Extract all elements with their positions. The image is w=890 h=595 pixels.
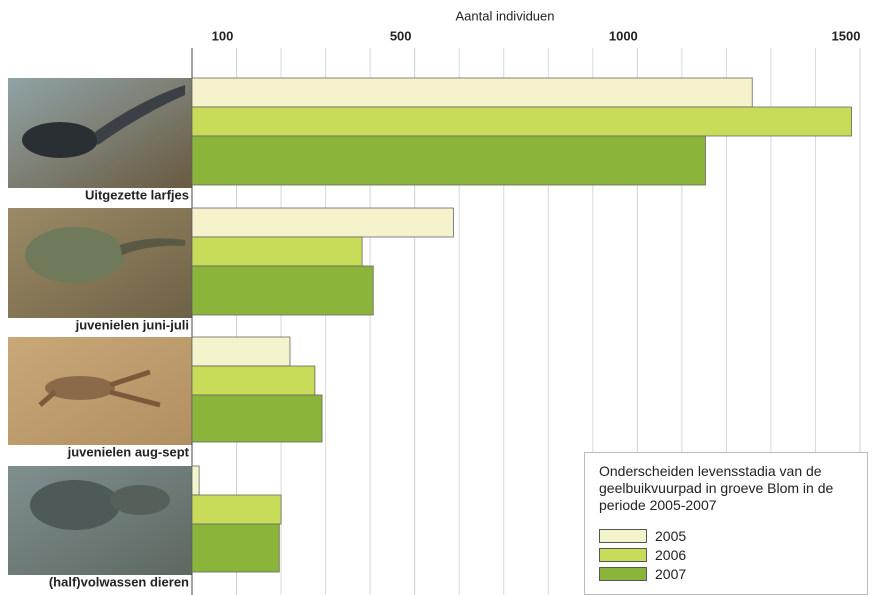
legend-swatch — [599, 566, 647, 581]
bar — [191, 365, 316, 396]
bar — [191, 207, 454, 238]
bar — [191, 236, 363, 267]
photos — [8, 78, 192, 575]
legend-item: 2007 — [599, 564, 853, 583]
tadpole — [22, 122, 98, 158]
legend-item: 2006 — [599, 545, 853, 564]
x-tick-label: 500 — [390, 28, 412, 43]
x-tick-label: 1500 — [832, 28, 861, 43]
legend-swatch — [599, 547, 647, 562]
bar — [191, 465, 200, 496]
tadpole-tail — [95, 85, 185, 145]
category-label: juvenielen juni-juli — [75, 317, 189, 332]
category-label: (half)volwassen dieren — [49, 574, 189, 589]
legend-title: Onderscheiden levensstadia van de geelbu… — [599, 463, 834, 513]
x-tick-label: 100 — [212, 28, 234, 43]
legend: Onderscheiden levensstadia van de geelbu… — [584, 452, 868, 595]
bar — [191, 77, 753, 108]
frog — [45, 376, 115, 400]
legend-swatch — [599, 528, 647, 543]
toad-tail — [120, 238, 185, 255]
bar — [191, 265, 374, 316]
adult-toad — [30, 480, 120, 530]
axis-title: Aantal individuen — [455, 8, 554, 23]
toad — [25, 227, 125, 283]
legend-item: 2005 — [599, 526, 853, 545]
category-label: juvenielen aug-sept — [67, 444, 190, 459]
bar — [191, 336, 291, 367]
frog-legs — [38, 369, 161, 408]
legend-label: 2007 — [655, 565, 687, 582]
category-label: Uitgezette larfjes — [85, 187, 189, 202]
legend-label: 2006 — [655, 546, 687, 563]
adult-toad — [110, 485, 170, 515]
bar — [191, 523, 280, 573]
bar — [191, 106, 852, 137]
bar — [191, 394, 323, 443]
x-tick-label: 1000 — [609, 28, 638, 43]
legend-label: 2005 — [655, 527, 687, 544]
bar — [191, 494, 282, 525]
bar — [191, 135, 706, 186]
